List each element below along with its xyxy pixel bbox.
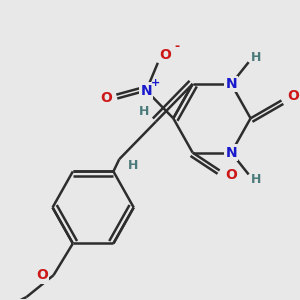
Text: +: + (151, 78, 160, 88)
Text: H: H (251, 51, 262, 64)
Text: O: O (287, 88, 299, 103)
Text: O: O (225, 168, 237, 182)
Text: O: O (100, 92, 112, 106)
Text: H: H (139, 105, 149, 118)
Text: H: H (251, 173, 262, 186)
Text: H: H (128, 159, 138, 172)
Text: -: - (175, 40, 180, 53)
Text: O: O (160, 48, 172, 62)
Text: N: N (225, 77, 237, 91)
Text: N: N (225, 146, 237, 160)
Text: O: O (36, 268, 48, 282)
Text: N: N (140, 84, 152, 98)
